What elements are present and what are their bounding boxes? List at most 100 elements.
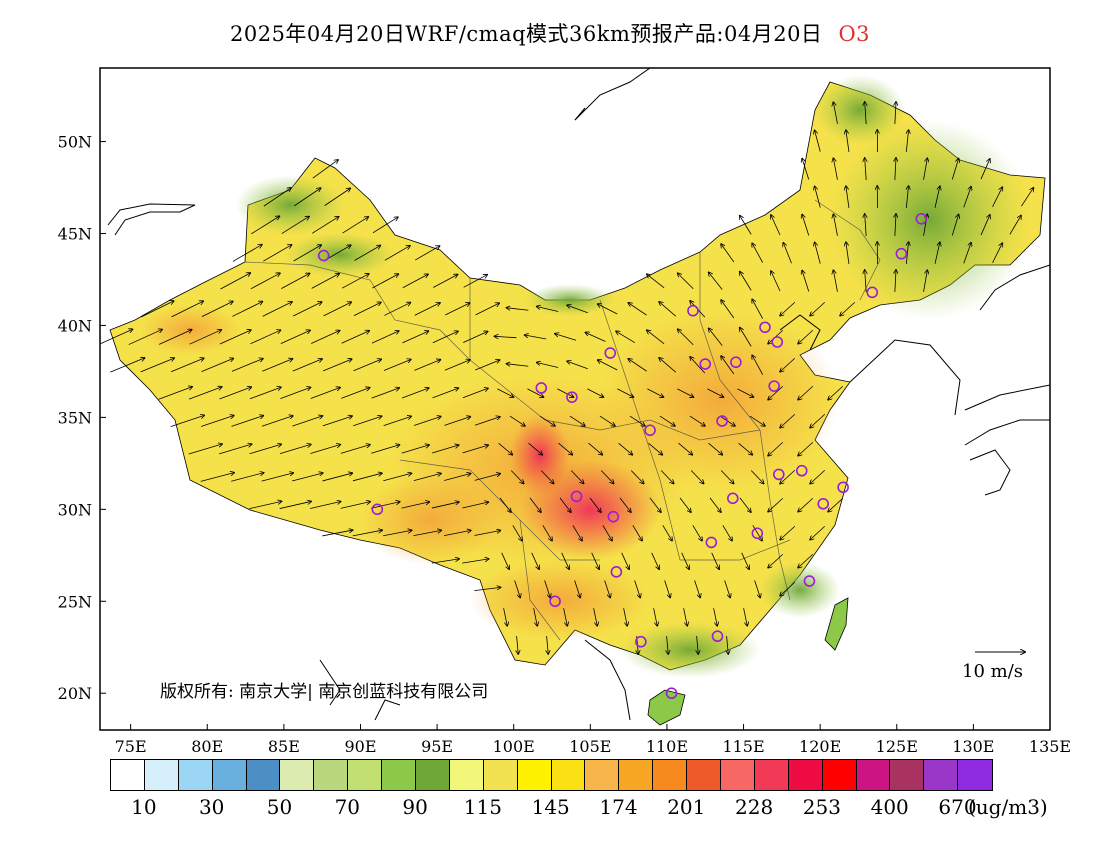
wind-arrow: [547, 636, 549, 654]
wind-arrow: [815, 242, 821, 264]
wind-arrow: [310, 388, 340, 399]
lon-tick-label: 125E: [876, 737, 918, 756]
wind-arrow: [709, 328, 723, 346]
colorbar-swatch: [348, 760, 383, 790]
wind-arrow: [542, 525, 552, 540]
wind-arrow: [768, 441, 784, 456]
wind-arrow: [475, 303, 500, 316]
wind-arrow: [628, 359, 647, 372]
station-marker: [817, 498, 830, 510]
wind-arrow: [585, 332, 606, 342]
wind-arrow: [311, 331, 339, 344]
wind-arrow: [828, 497, 844, 512]
station-marker: [772, 468, 785, 481]
wind-arrow: [414, 360, 440, 371]
wind-arrow: [906, 130, 908, 152]
wind-arrow: [189, 330, 222, 345]
wind-arrow: [598, 360, 618, 371]
colorbar-swatch: [585, 760, 620, 790]
wind-arrow: [544, 580, 551, 597]
wind-arrow: [895, 158, 896, 181]
wind-arrow: [963, 243, 971, 264]
wind-arrow: [231, 359, 263, 372]
wind-arrow: [110, 358, 144, 373]
wind-arrow: [906, 242, 908, 264]
wind-arrow: [432, 331, 458, 344]
wind-arrow: [828, 385, 844, 400]
lon-tick-label: 115E: [722, 737, 764, 756]
colorbar-label: 228: [735, 795, 774, 819]
wind-arrow: [616, 331, 636, 344]
wind-arrow: [475, 360, 499, 371]
wind-arrow: [721, 244, 735, 263]
wind-arrow: [679, 497, 691, 512]
station-marker: [607, 510, 620, 523]
wind-arrow: [810, 301, 826, 316]
lon-tick-label: 100E: [493, 737, 535, 756]
wind-arrow: [802, 271, 810, 292]
station-marker: [915, 212, 928, 225]
wind-arrow: [537, 362, 559, 368]
wind-arrow: [462, 559, 488, 564]
wind-arrow: [261, 473, 294, 482]
wind-arrow: [531, 552, 539, 569]
wind-arrow: [589, 497, 601, 512]
station-marker: [566, 391, 578, 403]
wind-arrow: [311, 217, 338, 234]
wind-arrow: [690, 357, 706, 374]
wind-arrow: [934, 186, 940, 208]
wind-arrow: [600, 470, 613, 483]
station-marker: [751, 527, 764, 540]
wind-arrow: [463, 275, 488, 288]
wind-arrow: [498, 442, 513, 455]
wind-arrow: [310, 445, 340, 454]
wind-arrow: [250, 330, 280, 345]
wind-arrow: [324, 188, 351, 206]
wind-arrow: [780, 301, 796, 316]
colorbar-label: 115: [463, 795, 502, 819]
wind-arrow: [292, 359, 322, 372]
wind-arrow: [923, 158, 928, 180]
wind-arrow: [322, 416, 352, 427]
wind-arrow: [840, 301, 856, 316]
colorbar-swatch: [144, 760, 179, 790]
wind-arrow: [341, 274, 369, 289]
wind-arrow: [462, 502, 488, 509]
wind-arrow: [713, 608, 718, 626]
colorbar-swatch: [822, 760, 857, 790]
wind-arrow: [659, 415, 675, 426]
wind-arrow: [280, 387, 310, 400]
wind-arrow: [951, 214, 958, 236]
wind-arrow: [739, 497, 751, 512]
wind-arrow: [354, 245, 380, 261]
lat-tick-label: 20N: [58, 684, 92, 703]
wind-arrow: [572, 525, 582, 540]
wind-arrow: [750, 470, 763, 483]
wind-arrow: [512, 525, 522, 540]
wind-arrow: [528, 442, 543, 455]
wind-arrow: [322, 473, 352, 482]
wind-arrow: [340, 445, 370, 454]
wind-arrow: [219, 387, 252, 400]
wind-arrow: [865, 158, 866, 181]
colorbar-swatch: [280, 760, 315, 790]
wind-arrow: [802, 215, 810, 236]
colorbar-label: 145: [531, 795, 570, 819]
station-marker: [837, 481, 849, 494]
wind-arrow: [798, 497, 814, 512]
wind-arrow: [371, 445, 399, 454]
wind-arrow: [401, 388, 429, 399]
wind-scale-label: 10 m/s: [962, 661, 1023, 682]
station-marker: [699, 358, 712, 370]
wind-arrow: [413, 473, 441, 481]
colorbar-swatch: [212, 760, 247, 790]
wind-arrow: [617, 388, 633, 397]
station-marker: [535, 382, 548, 394]
wind-arrow: [629, 415, 645, 426]
wind-arrow: [647, 330, 665, 345]
colorbar-swatch: [246, 760, 281, 790]
map-frame: [99, 67, 1051, 731]
wind-arrow: [678, 442, 693, 455]
colorbar-label: 670: [938, 795, 977, 819]
wind-arrow: [720, 470, 733, 483]
